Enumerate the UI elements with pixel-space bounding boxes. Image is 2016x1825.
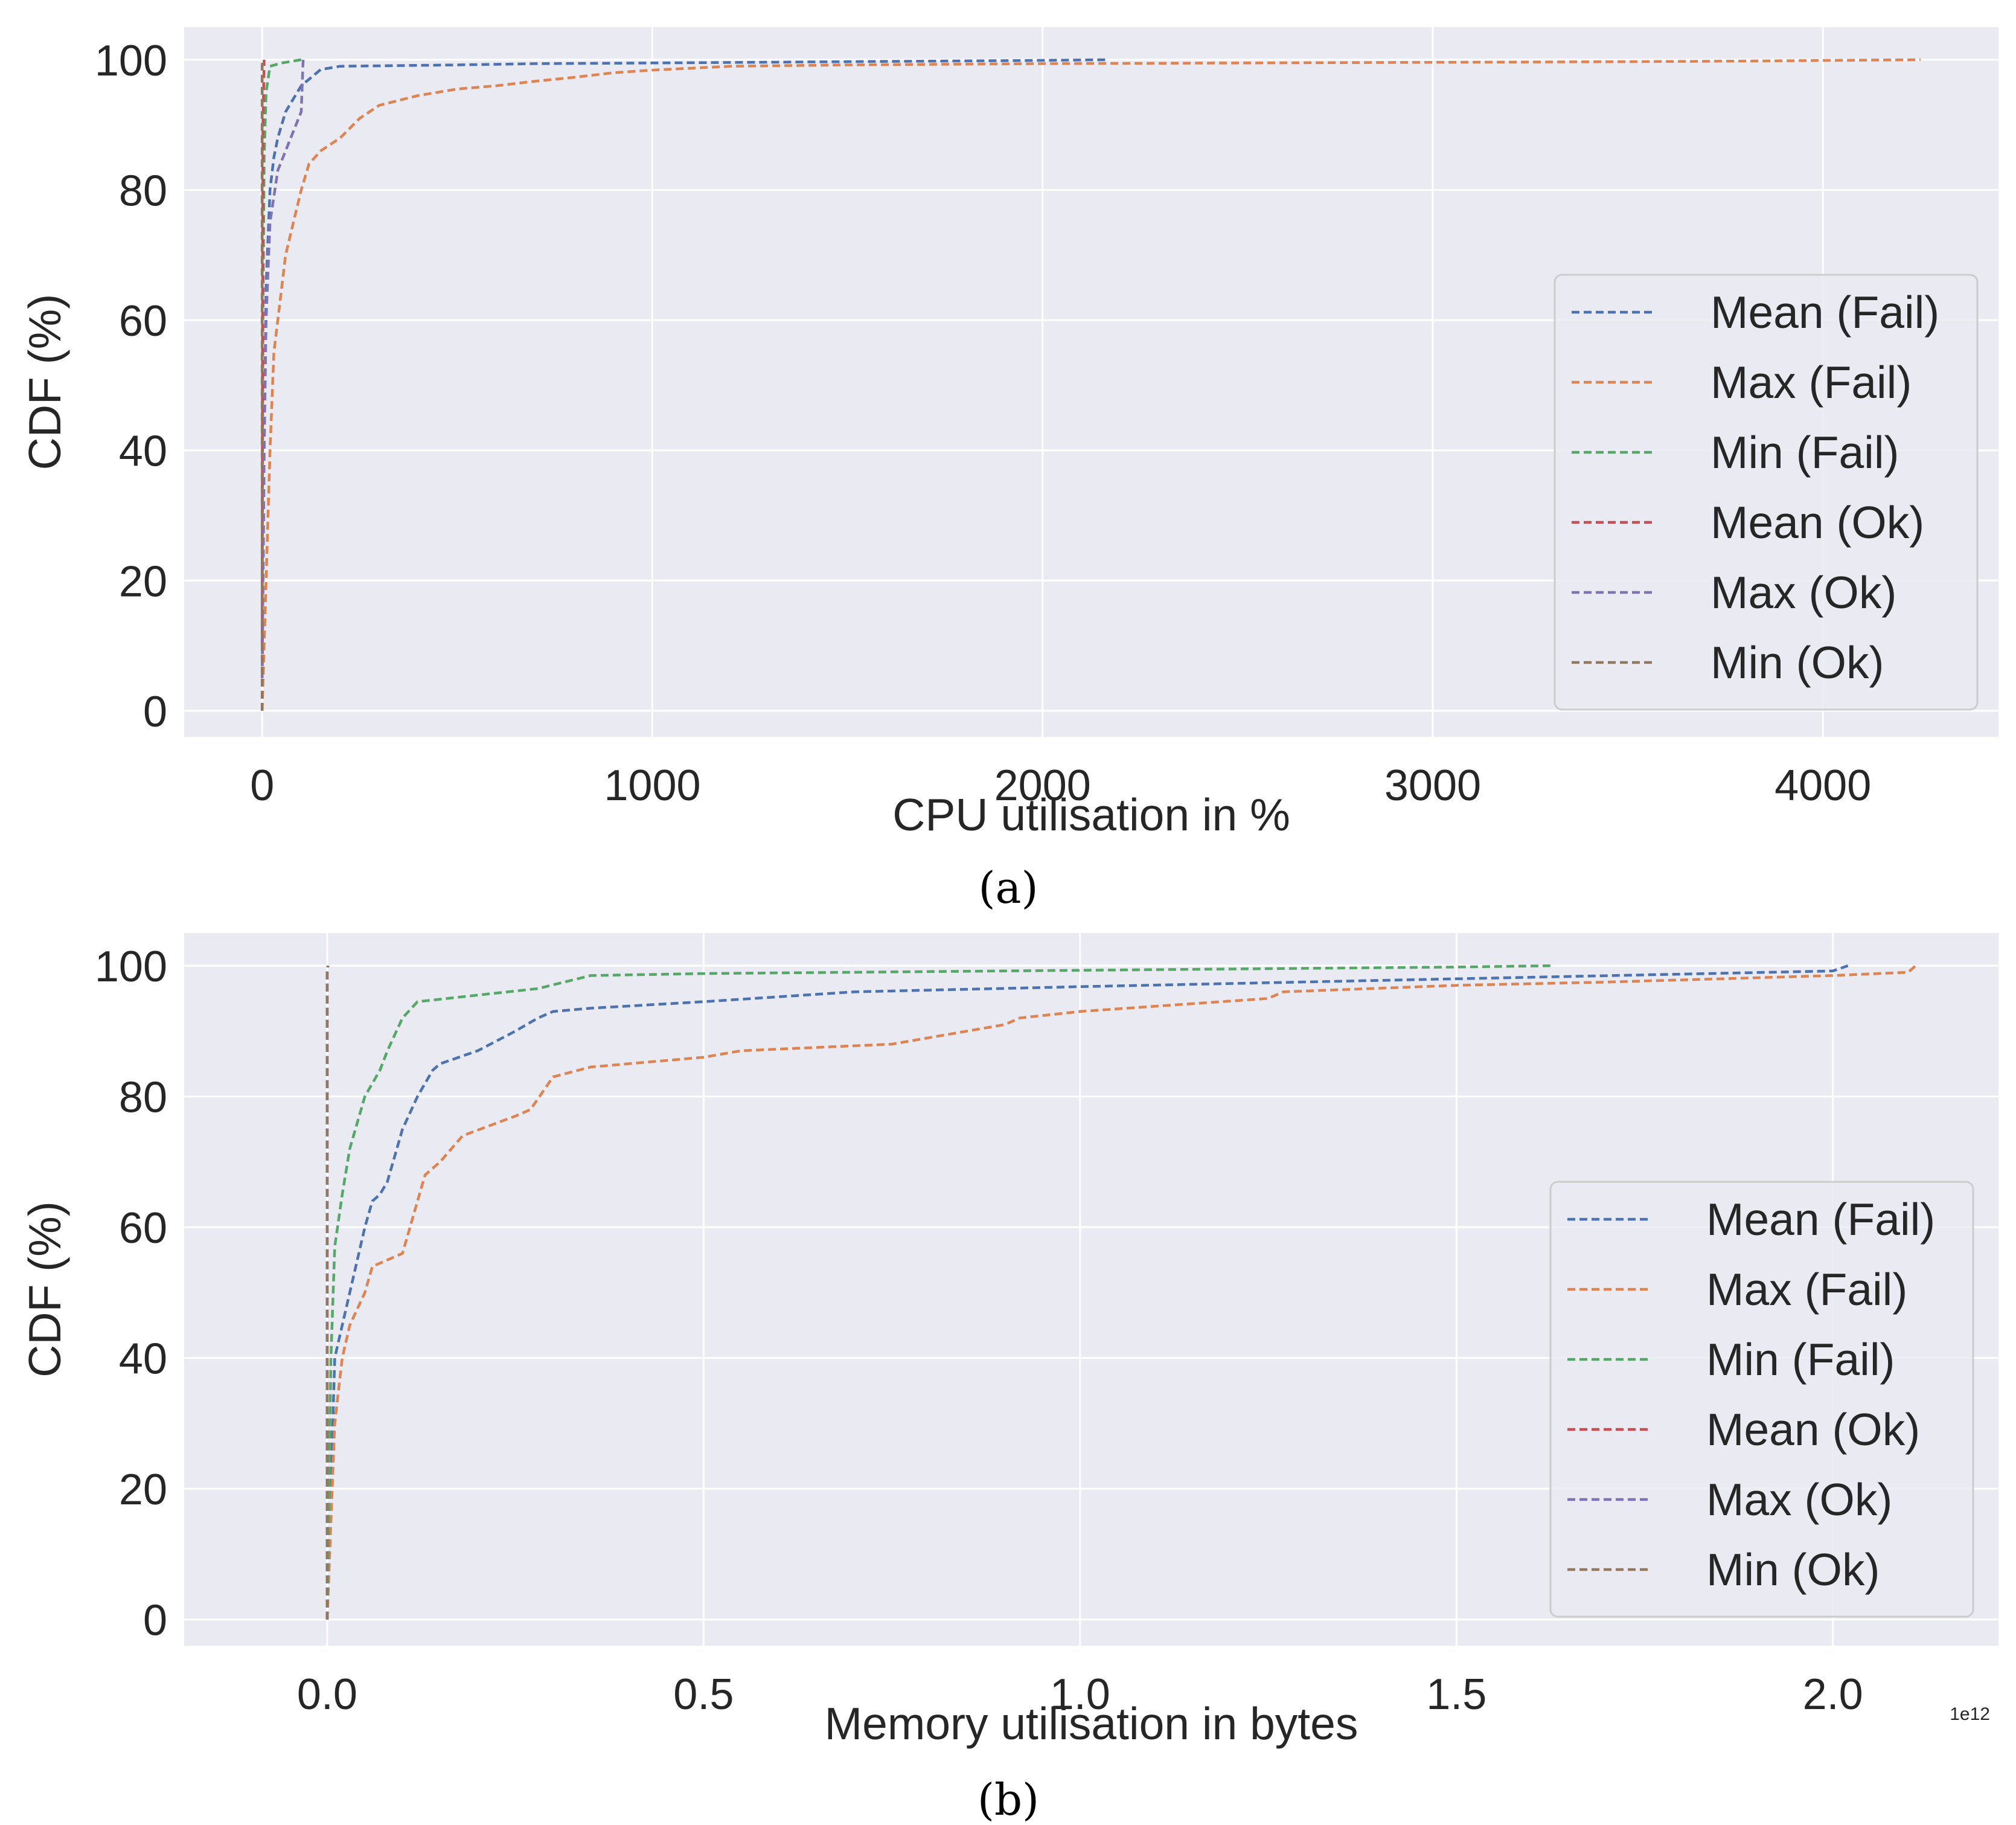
y-tick-label: 80 (119, 1074, 167, 1122)
legend-label: Min (Fail) (1706, 1334, 1895, 1385)
x-offset-label: 1e12 (1950, 1704, 1990, 1724)
legend-label: Mean (Fail) (1706, 1194, 1935, 1245)
legend-label: Mean (Fail) (1710, 287, 1939, 338)
legend-label: Min (Fail) (1710, 427, 1899, 478)
x-tick-label: 3000 (1384, 762, 1481, 810)
series-line-min-ok (327, 966, 328, 1620)
x-tick-label: 2.0 (1803, 1670, 1863, 1719)
y-tick-label: 0 (143, 688, 167, 736)
y-tick-label: 80 (119, 167, 167, 215)
figure: 0 1000 2000 3000 4000020406080100CPU utilisa… (0, 0, 2016, 1825)
y-tick-label: 60 (119, 1204, 167, 1252)
x-tick-label: 4000 (1774, 762, 1871, 810)
panel-caption: (b) (978, 1774, 1039, 1825)
y-axis-label: CDF (%) (19, 294, 70, 470)
legend-label: Mean (Ok) (1710, 497, 1924, 548)
y-tick-label: 20 (119, 1466, 167, 1514)
legend-label: Max (Fail) (1706, 1264, 1907, 1315)
y-axis-label: CDF (%) (19, 1201, 70, 1378)
y-tick-label: 60 (119, 297, 167, 345)
legend-label: Min (Ok) (1706, 1544, 1880, 1595)
y-tick-label: 40 (119, 1335, 167, 1384)
x-tick-label: 1.5 (1426, 1670, 1486, 1719)
legend: Mean (Fail) Max (Fail) Min (Fail) Mean (Ok)… (1555, 275, 1977, 710)
legend-label: Mean (Ok) (1706, 1404, 1920, 1455)
legend-label: Max (Ok) (1706, 1474, 1892, 1525)
legend-label: Max (Ok) (1710, 567, 1896, 618)
legend-label: Max (Fail) (1710, 357, 1912, 408)
x-tick-label: 0.0 (297, 1670, 357, 1719)
x-tick-label: 1000 (604, 762, 700, 810)
x-tick-label: 0.5 (673, 1670, 734, 1719)
x-axis-label: Memory utilisation in bytes (825, 1698, 1358, 1749)
legend-label: Min (Ok) (1710, 637, 1884, 688)
panel-caption: (a) (978, 862, 1038, 913)
y-tick-label: 40 (119, 428, 167, 476)
x-axis-label: CPU utilisation in % (892, 789, 1290, 840)
y-tick-label: 20 (119, 557, 167, 606)
y-tick-label: 100 (95, 943, 167, 991)
y-tick-label: 0 (143, 1597, 167, 1645)
legend: Mean (Fail) Max (Fail) Min (Fail) Mean (Ok)… (1550, 1182, 1973, 1617)
x-tick-label: 0 (250, 762, 274, 810)
y-tick-label: 100 (95, 37, 167, 85)
